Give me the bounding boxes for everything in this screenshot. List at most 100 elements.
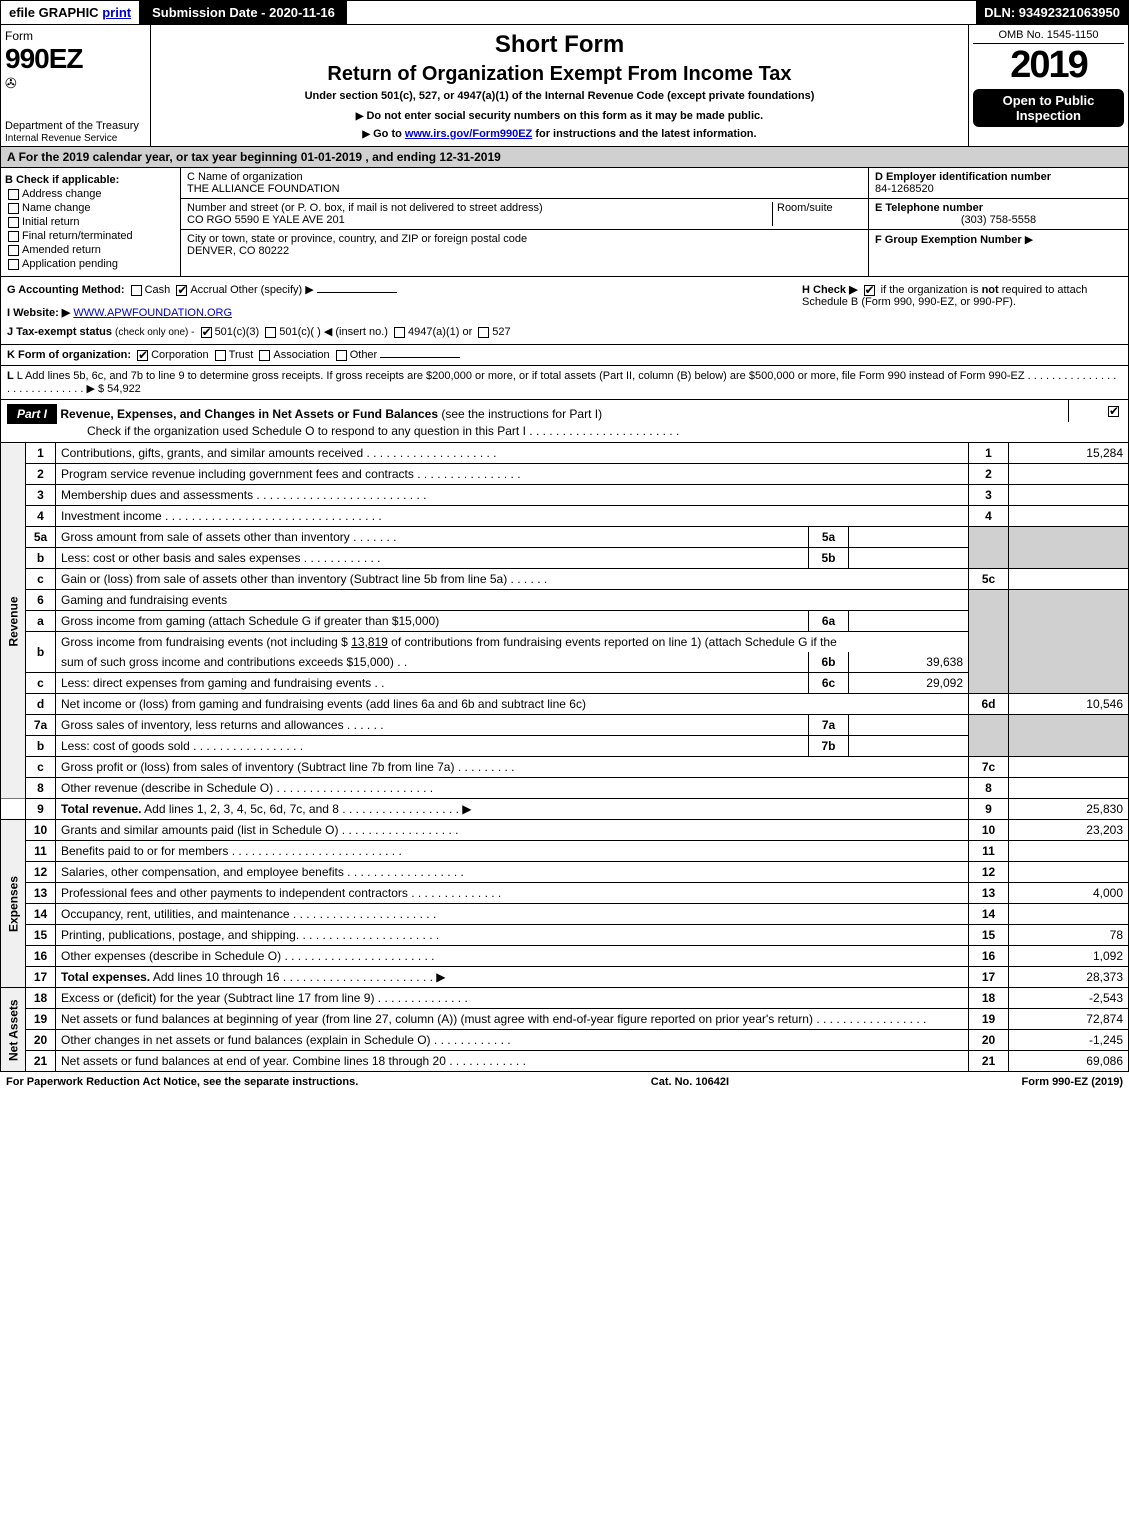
line-l: L L Add lines 5b, 6c, and 7b to line 9 t… xyxy=(0,366,1129,400)
box-def: D Employer identification number 84-1268… xyxy=(868,168,1128,276)
other-specify-input[interactable] xyxy=(317,292,397,293)
tax-year: 2019 xyxy=(973,44,1124,87)
return-title: Return of Organization Exempt From Incom… xyxy=(157,63,962,86)
short-form-title: Short Form xyxy=(157,31,962,59)
check-final-return[interactable]: Final return/terminated xyxy=(5,230,176,242)
line-13-value: 4,000 xyxy=(1009,883,1129,904)
city-state-zip: DENVER, CO 80222 xyxy=(187,245,862,257)
submission-date-badge: Submission Date - 2020-11-16 xyxy=(140,1,347,24)
header-left: Form 990EZ ✇ Department of the Treasury … xyxy=(1,25,151,146)
tax-exempt-label: J Tax-exempt status xyxy=(7,326,112,338)
line-15-value: 78 xyxy=(1009,925,1129,946)
cat-number: Cat. No. 10642I xyxy=(358,1076,1021,1088)
arrow-icon: ▶ xyxy=(1025,234,1033,246)
treasury-seal-icon: ✇ xyxy=(5,75,146,92)
line-19-value: 72,874 xyxy=(1009,1009,1129,1030)
check-association[interactable] xyxy=(259,350,270,361)
line-10-value: 23,203 xyxy=(1009,820,1129,841)
part-1-badge: Part I xyxy=(7,404,57,424)
line-1-value: 15,284 xyxy=(1009,443,1129,464)
check-other-org[interactable] xyxy=(336,350,347,361)
line-6b-value: 39,638 xyxy=(849,652,969,673)
part-1-note: (see the instructions for Part I) xyxy=(441,407,602,421)
part-1-header: Part I Revenue, Expenses, and Changes in… xyxy=(0,400,1129,443)
box-g-i-j: G Accounting Method: Cash Accrual Other … xyxy=(7,283,802,338)
check-amended-return[interactable]: Amended return xyxy=(5,244,176,256)
website-link[interactable]: WWW.APWFOUNDATION.ORG xyxy=(73,307,232,319)
group-exemption-label: F Group Exemption Number xyxy=(875,234,1022,246)
entity-info-block: B Check if applicable: Address change Na… xyxy=(0,168,1129,277)
check-h[interactable] xyxy=(864,285,875,296)
other-specify: Other (specify) ▶ xyxy=(230,284,314,296)
print-link[interactable]: print xyxy=(102,5,131,20)
dln-badge: DLN: 93492321063950 xyxy=(976,1,1128,24)
street-address: CO RGO 5590 E YALE AVE 201 xyxy=(187,214,772,226)
accounting-method-label: G Accounting Method: xyxy=(7,284,125,296)
line-6c-value: 29,092 xyxy=(849,673,969,694)
part-1-title: Revenue, Expenses, and Changes in Net As… xyxy=(60,407,438,421)
line-17-total-expenses: 28,373 xyxy=(1009,967,1129,988)
check-501c3[interactable] xyxy=(201,327,212,338)
part-1-check-text: Check if the organization used Schedule … xyxy=(87,424,526,438)
goto-instructions: Go to www.irs.gov/Form990EZ for instruct… xyxy=(157,128,962,140)
city-label: City or town, state or province, country… xyxy=(187,233,862,245)
form-number: 990EZ xyxy=(5,43,146,75)
omb-number: OMB No. 1545-1150 xyxy=(973,29,1124,44)
ssn-warning: Do not enter social security numbers on … xyxy=(157,110,962,122)
ein-label: D Employer identification number xyxy=(875,171,1122,183)
phone-label: E Telephone number xyxy=(875,202,1122,214)
form-org-label: K Form of organization: xyxy=(7,349,131,361)
check-application-pending[interactable]: Application pending xyxy=(5,258,176,270)
line-21-value: 69,086 xyxy=(1009,1051,1129,1072)
phone-value: (303) 758-5558 xyxy=(875,214,1122,226)
check-initial-return[interactable]: Initial return xyxy=(5,216,176,228)
instructions-link[interactable]: www.irs.gov/Form990EZ xyxy=(405,128,532,140)
box-b-title: B Check if applicable: xyxy=(5,174,176,186)
header-center: Short Form Return of Organization Exempt… xyxy=(151,25,968,146)
check-trust[interactable] xyxy=(215,350,226,361)
department-label: Department of the Treasury Internal Reve… xyxy=(5,120,139,144)
check-527[interactable] xyxy=(478,327,489,338)
box-b: B Check if applicable: Address change Na… xyxy=(1,168,181,276)
check-accrual[interactable] xyxy=(176,285,187,296)
part-1-table: Revenue 1Contributions, gifts, grants, a… xyxy=(0,443,1129,1072)
website-label: I Website: ▶ xyxy=(7,307,70,319)
gross-receipts-amount: $ 54,922 xyxy=(98,383,141,395)
revenue-side-label: Revenue xyxy=(1,443,26,799)
line-6d-value: 10,546 xyxy=(1009,694,1129,715)
line-16-value: 1,092 xyxy=(1009,946,1129,967)
box-c: C Name of organization THE ALLIANCE FOUN… xyxy=(181,168,868,276)
org-name: THE ALLIANCE FOUNDATION xyxy=(187,183,862,195)
ein-value: 84-1268520 xyxy=(875,183,1122,195)
part-1-schedule-o-check[interactable] xyxy=(1108,406,1119,417)
netassets-side-label: Net Assets xyxy=(1,988,26,1072)
form-header: Form 990EZ ✇ Department of the Treasury … xyxy=(0,25,1129,147)
paperwork-notice: For Paperwork Reduction Act Notice, see … xyxy=(6,1076,358,1088)
other-org-input[interactable] xyxy=(380,357,460,358)
org-name-label: C Name of organization xyxy=(187,171,862,183)
line-18-value: -2,543 xyxy=(1009,988,1129,1009)
check-corporation[interactable] xyxy=(137,350,148,361)
form-id-footer: Form 990-EZ (2019) xyxy=(1022,1076,1124,1088)
street-label: Number and street (or P. O. box, if mail… xyxy=(187,202,772,214)
efile-label: efile GRAPHIC print xyxy=(1,1,140,24)
expenses-side-label: Expenses xyxy=(1,820,26,988)
top-bar: efile GRAPHIC print Submission Date - 20… xyxy=(0,0,1129,25)
check-501c[interactable] xyxy=(265,327,276,338)
check-4947a1[interactable] xyxy=(394,327,405,338)
check-name-change[interactable]: Name change xyxy=(5,202,176,214)
open-public-badge: Open to Public Inspection xyxy=(973,89,1124,127)
line-k: K Form of organization: Corporation Trus… xyxy=(0,345,1129,366)
check-cash[interactable] xyxy=(131,285,142,296)
page-footer: For Paperwork Reduction Act Notice, see … xyxy=(0,1072,1129,1092)
box-h: H Check ▶ if the organization is not req… xyxy=(802,283,1122,338)
line-9-total-revenue: 25,830 xyxy=(1009,799,1129,820)
subtitle: Under section 501(c), 527, or 4947(a)(1)… xyxy=(157,90,962,102)
room-suite-label: Room/suite xyxy=(772,202,862,226)
section-gh: G Accounting Method: Cash Accrual Other … xyxy=(0,277,1129,345)
header-right: OMB No. 1545-1150 2019 Open to Public In… xyxy=(968,25,1128,146)
check-address-change[interactable]: Address change xyxy=(5,188,176,200)
line-20-value: -1,245 xyxy=(1009,1030,1129,1051)
form-word: Form xyxy=(5,29,146,43)
line-a-tax-year: A For the 2019 calendar year, or tax yea… xyxy=(0,147,1129,168)
